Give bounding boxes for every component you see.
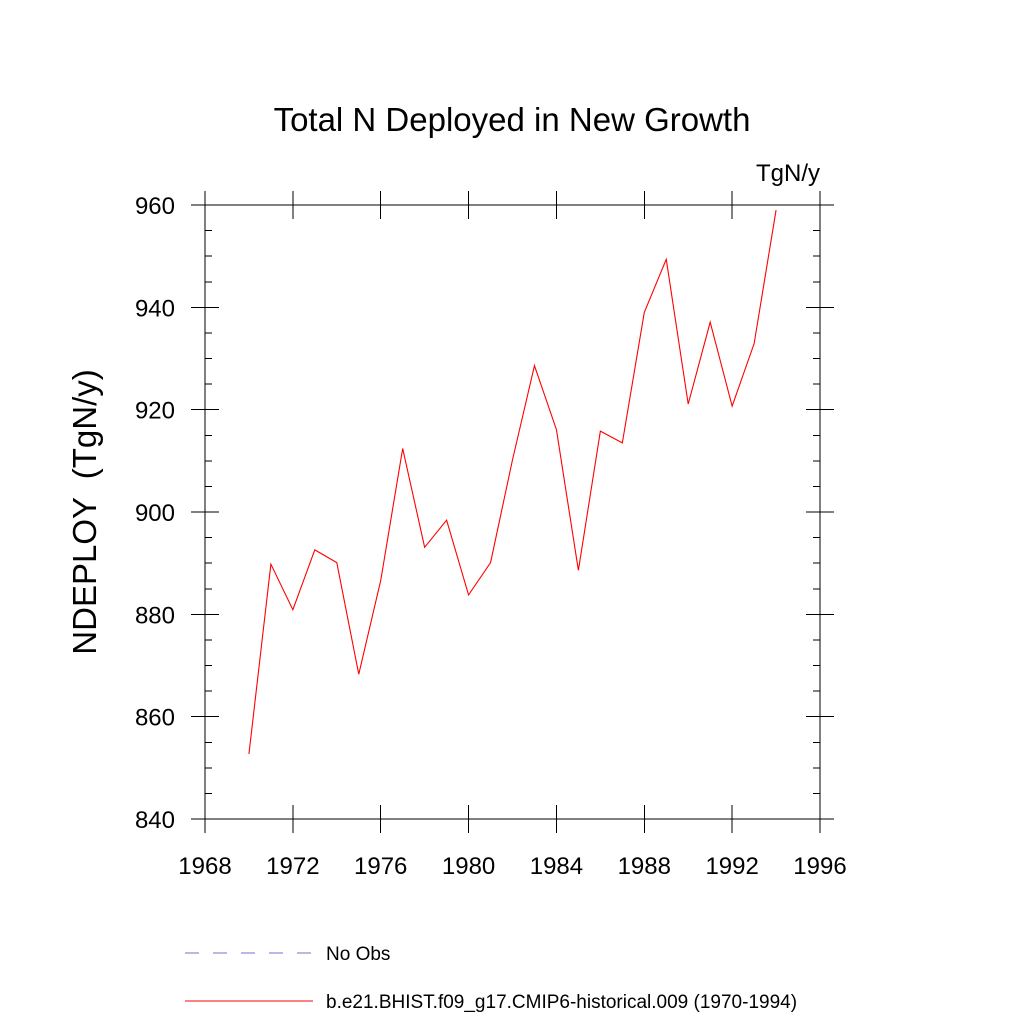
legend: No Obs b.e21.BHIST.f09_g17.CMIP6-histori… <box>185 944 797 1013</box>
y-tick-label: 920 <box>135 398 175 425</box>
x-tick-label: 1992 <box>705 853 758 880</box>
legend-label-model-run: b.e21.BHIST.f09_g17.CMIP6-historical.009… <box>326 992 797 1013</box>
y-axis-label: NDEPLOY (TgN/y) <box>66 369 103 654</box>
x-tick-label: 1972 <box>266 853 319 880</box>
series-layer <box>248 210 777 755</box>
x-tick-label: 1968 <box>178 853 231 880</box>
series-line <box>248 210 777 755</box>
plot-area: 1968 1972 1976 1980 1984 1988 1992 1996 840 860 88… <box>135 191 847 880</box>
y-tick-label: 880 <box>135 602 175 629</box>
legend-label-no-obs: No Obs <box>326 944 390 965</box>
y-tick-label: 940 <box>135 295 175 322</box>
chart-title: Total N Deployed in New Growth <box>274 101 751 138</box>
x-tick-label: 1980 <box>442 853 495 880</box>
units-label: TgN/y <box>756 160 820 187</box>
y-tick-label: 960 <box>135 193 175 220</box>
x-tick-label: 1996 <box>793 853 846 880</box>
plot-frame <box>204 204 821 820</box>
x-tick-label: 1984 <box>530 853 583 880</box>
x-tick-label: 1976 <box>354 853 407 880</box>
y-tick-label: 900 <box>135 500 175 527</box>
y-tick-label: 840 <box>135 807 175 834</box>
y-tick-label: 860 <box>135 705 175 732</box>
x-tick-label: 1988 <box>618 853 671 880</box>
